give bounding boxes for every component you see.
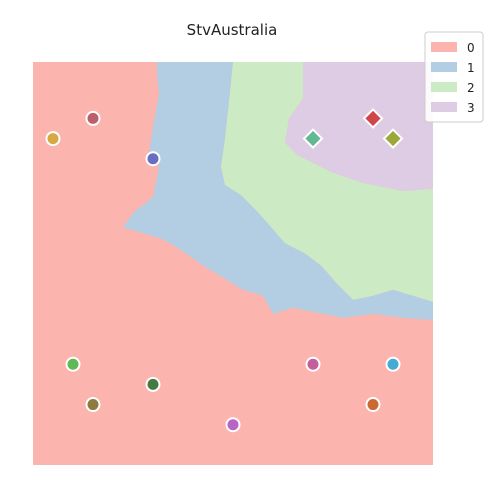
legend-swatch-2 bbox=[431, 82, 457, 92]
legend: 0 1 2 3 bbox=[424, 31, 484, 123]
circle-point-6 bbox=[225, 417, 241, 433]
diamond-point-12 bbox=[382, 128, 404, 149]
circle-point-3 bbox=[65, 356, 81, 372]
circle-point-4 bbox=[85, 397, 101, 413]
plot-area bbox=[33, 62, 433, 465]
circle-point-7 bbox=[305, 356, 321, 372]
legend-swatch-1 bbox=[431, 62, 457, 72]
legend-label-0: 0 bbox=[467, 41, 475, 55]
legend-label-2: 2 bbox=[467, 81, 475, 95]
region-class-1 bbox=[123, 62, 433, 320]
circle-point-5 bbox=[145, 376, 161, 392]
legend-label-3: 3 bbox=[467, 101, 475, 115]
region-class-3 bbox=[285, 62, 433, 191]
legend-swatch-3 bbox=[431, 102, 457, 112]
circle-point-1 bbox=[85, 110, 101, 126]
circle-point-8 bbox=[365, 397, 381, 413]
diamond-point-11 bbox=[362, 108, 384, 129]
diamond-point-10 bbox=[302, 128, 324, 149]
legend-label-1: 1 bbox=[467, 61, 475, 75]
circle-point-2 bbox=[145, 151, 161, 167]
region-class-2 bbox=[221, 62, 433, 302]
circle-point-9 bbox=[385, 356, 401, 372]
legend-frame bbox=[424, 31, 484, 123]
chart-title: StvAustralia bbox=[187, 21, 278, 39]
legend-swatch-0 bbox=[431, 42, 457, 52]
circle-point-0 bbox=[45, 131, 61, 147]
